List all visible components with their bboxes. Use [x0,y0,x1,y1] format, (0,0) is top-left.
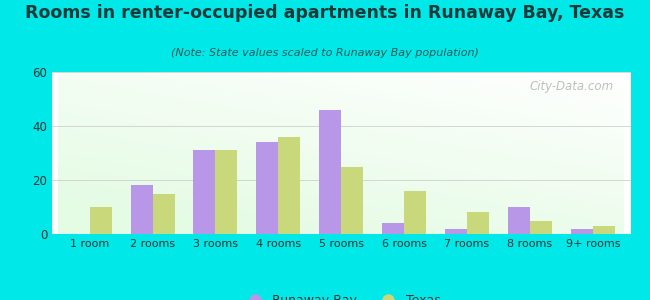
Bar [467,212,489,234]
Bar [256,142,278,234]
Bar [530,220,552,234]
Bar [382,223,404,234]
Text: (Note: State values scaled to Runaway Bay population): (Note: State values scaled to Runaway Ba… [171,48,479,58]
Bar [216,150,237,234]
Bar [404,191,426,234]
Bar [153,194,175,234]
Bar [445,229,467,234]
Bar [593,226,615,234]
Bar [278,137,300,234]
Bar [194,150,216,234]
Bar [90,207,112,234]
Bar [341,167,363,234]
Text: City-Data.com: City-Data.com [529,80,613,93]
Legend: Runaway Bay, Texas: Runaway Bay, Texas [237,289,445,300]
Text: Rooms in renter-occupied apartments in Runaway Bay, Texas: Rooms in renter-occupied apartments in R… [25,4,625,22]
Bar [319,110,341,234]
Bar [571,229,593,234]
Bar [508,207,530,234]
Bar [131,185,153,234]
